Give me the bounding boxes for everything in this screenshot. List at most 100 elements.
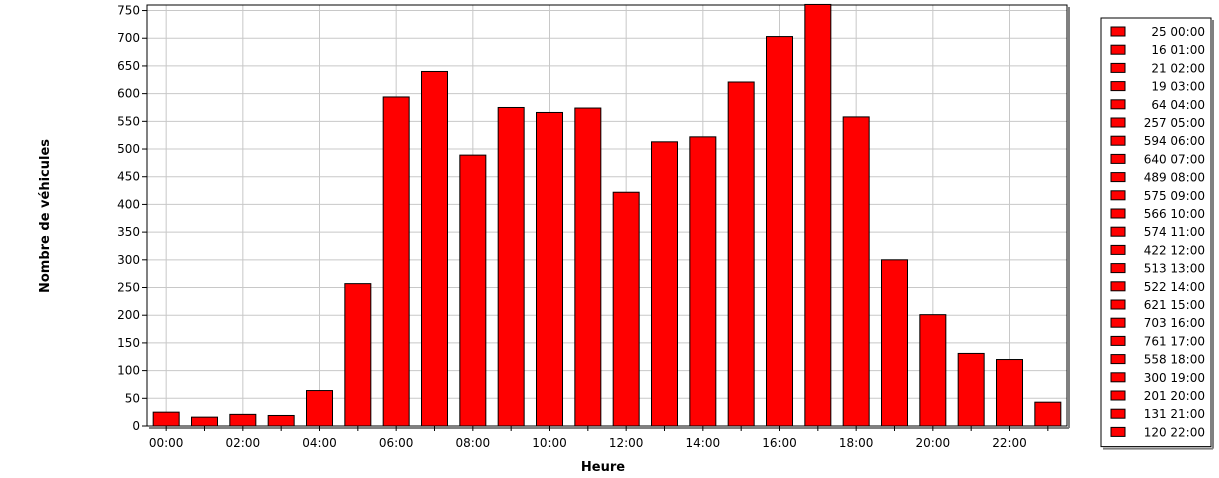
- legend-swatch: [1110, 99, 1126, 110]
- y-tick-label: 600: [117, 87, 140, 101]
- bar-20:00: [919, 314, 947, 427]
- y-tick-label: 200: [117, 308, 140, 322]
- x-axis: 00:00 02:00 04:00 06:00 08:00 10:00 12:00 14:00…: [149, 426, 1049, 450]
- legend-swatch: [1110, 26, 1126, 37]
- legend-entry: 575 09:00: [1144, 189, 1205, 203]
- y-tick-label: 250: [117, 281, 140, 295]
- legend-swatch: [1110, 317, 1126, 328]
- x-tick-label: 06:00: [379, 436, 414, 450]
- bar-22:00: [996, 359, 1023, 427]
- x-tick-label: 12:00: [609, 436, 644, 450]
- y-tick-label: 50: [125, 391, 140, 405]
- x-tick-label: 02:00: [226, 436, 261, 450]
- bar-06:00: [382, 96, 410, 427]
- y-tick-label: 700: [117, 31, 140, 45]
- bar-07:00: [421, 70, 448, 427]
- legend-swatch: [1110, 62, 1126, 73]
- legend-entry: 16 01:00: [1151, 43, 1205, 57]
- bar-13:00: [651, 141, 678, 427]
- y-axis-title: Nombre de véhicules: [38, 139, 53, 293]
- legend-entry: 640 07:00: [1144, 152, 1205, 166]
- legend-entry: 761 17:00: [1144, 334, 1205, 348]
- y-axis: 0 50 100 150 200 250 300 350 400 450 500 550 600 650 7…: [117, 4, 147, 433]
- legend-swatch: [1110, 208, 1126, 219]
- legend-entry: 621 15:00: [1144, 298, 1205, 312]
- legend-swatch: [1110, 372, 1126, 383]
- bar-18:00: [842, 116, 870, 427]
- y-tick-label: 450: [117, 170, 140, 184]
- bar-03:00: [267, 414, 295, 427]
- legend-swatch: [1110, 244, 1126, 255]
- x-tick-label: 00:00: [149, 436, 184, 450]
- bar-23:00: [1034, 401, 1062, 427]
- bar-17:00: [804, 3, 832, 427]
- bar-04:00: [306, 390, 333, 427]
- bar-01:00: [191, 416, 218, 427]
- legend-entry: 422 12:00: [1144, 243, 1205, 257]
- legend-entry: 19 03:00: [1151, 80, 1205, 94]
- bar-10:00: [536, 111, 563, 427]
- bar-09:00: [497, 106, 525, 427]
- x-tick-label: 16:00: [762, 436, 797, 450]
- y-tick-label: 350: [117, 225, 140, 239]
- y-tick-label: 400: [117, 197, 140, 211]
- bars: [152, 3, 1062, 427]
- legend-entry: 201 20:00: [1144, 389, 1205, 403]
- legend-entry: 21 02:00: [1151, 61, 1205, 75]
- bar-15:00: [727, 81, 755, 427]
- x-tick-label: 22:00: [992, 436, 1027, 450]
- legend-entry: 558 18:00: [1144, 353, 1205, 367]
- bar-19:00: [881, 259, 908, 427]
- y-tick-label: 100: [117, 364, 140, 378]
- legend-entry: 566 10:00: [1144, 207, 1205, 221]
- legend-swatch: [1110, 408, 1126, 419]
- legend-entry: 120 22:00: [1144, 425, 1205, 439]
- legend-swatch: [1110, 153, 1126, 164]
- legend-entry: 300 19:00: [1144, 371, 1205, 385]
- bar-14:00: [689, 136, 717, 427]
- x-tick-label: 08:00: [456, 436, 491, 450]
- y-tick-label: 750: [117, 4, 140, 18]
- legend-swatch: [1110, 117, 1126, 128]
- legend-swatch: [1110, 81, 1126, 92]
- legend-entry: 64 04:00: [1151, 98, 1205, 112]
- legend-entry: 594 06:00: [1144, 134, 1205, 148]
- legend: 25 00:00 16 01:00 21 02:00 19 03:00 64 04:00…: [1100, 17, 1214, 450]
- x-tick-label: 10:00: [532, 436, 567, 450]
- legend-entry: 574 11:00: [1144, 225, 1205, 239]
- legend-entry: 489 08:00: [1144, 171, 1205, 185]
- y-tick-label: 550: [117, 114, 140, 128]
- legend-swatch: [1110, 226, 1126, 237]
- legend-swatch: [1110, 44, 1126, 55]
- legend-swatch: [1110, 299, 1126, 310]
- bar-21:00: [957, 352, 985, 427]
- x-tick-label: 04:00: [302, 436, 337, 450]
- legend-entry: 513 13:00: [1144, 262, 1205, 276]
- legend-swatch: [1110, 426, 1126, 437]
- bar-12:00: [612, 191, 640, 427]
- legend-entry: 703 16:00: [1144, 316, 1205, 330]
- legend-swatch: [1110, 390, 1126, 401]
- x-tick-label: 20:00: [916, 436, 951, 450]
- bar-02:00: [229, 413, 257, 427]
- legend-swatch: [1110, 335, 1126, 346]
- x-tick-label: 14:00: [686, 436, 721, 450]
- legend-entry: 25 00:00: [1151, 25, 1205, 39]
- legend-entry: 522 14:00: [1144, 280, 1205, 294]
- y-tick-label: 650: [117, 59, 140, 73]
- y-tick-label: 300: [117, 253, 140, 267]
- bar-00:00: [152, 411, 180, 427]
- legend-entry: 257 05:00: [1144, 116, 1205, 130]
- x-axis-title: Heure: [581, 460, 625, 475]
- x-tick-label: 18:00: [839, 436, 874, 450]
- bar-05:00: [344, 283, 372, 427]
- legend-swatch: [1110, 190, 1126, 201]
- legend-entry: 131 21:00: [1144, 407, 1205, 421]
- legend-swatch: [1110, 135, 1126, 146]
- y-tick-label: 500: [117, 142, 140, 156]
- legend-swatch: [1110, 263, 1126, 274]
- plot-frame: [146, 4, 1068, 427]
- legend-swatch: [1110, 354, 1126, 365]
- bar-16:00: [766, 36, 793, 427]
